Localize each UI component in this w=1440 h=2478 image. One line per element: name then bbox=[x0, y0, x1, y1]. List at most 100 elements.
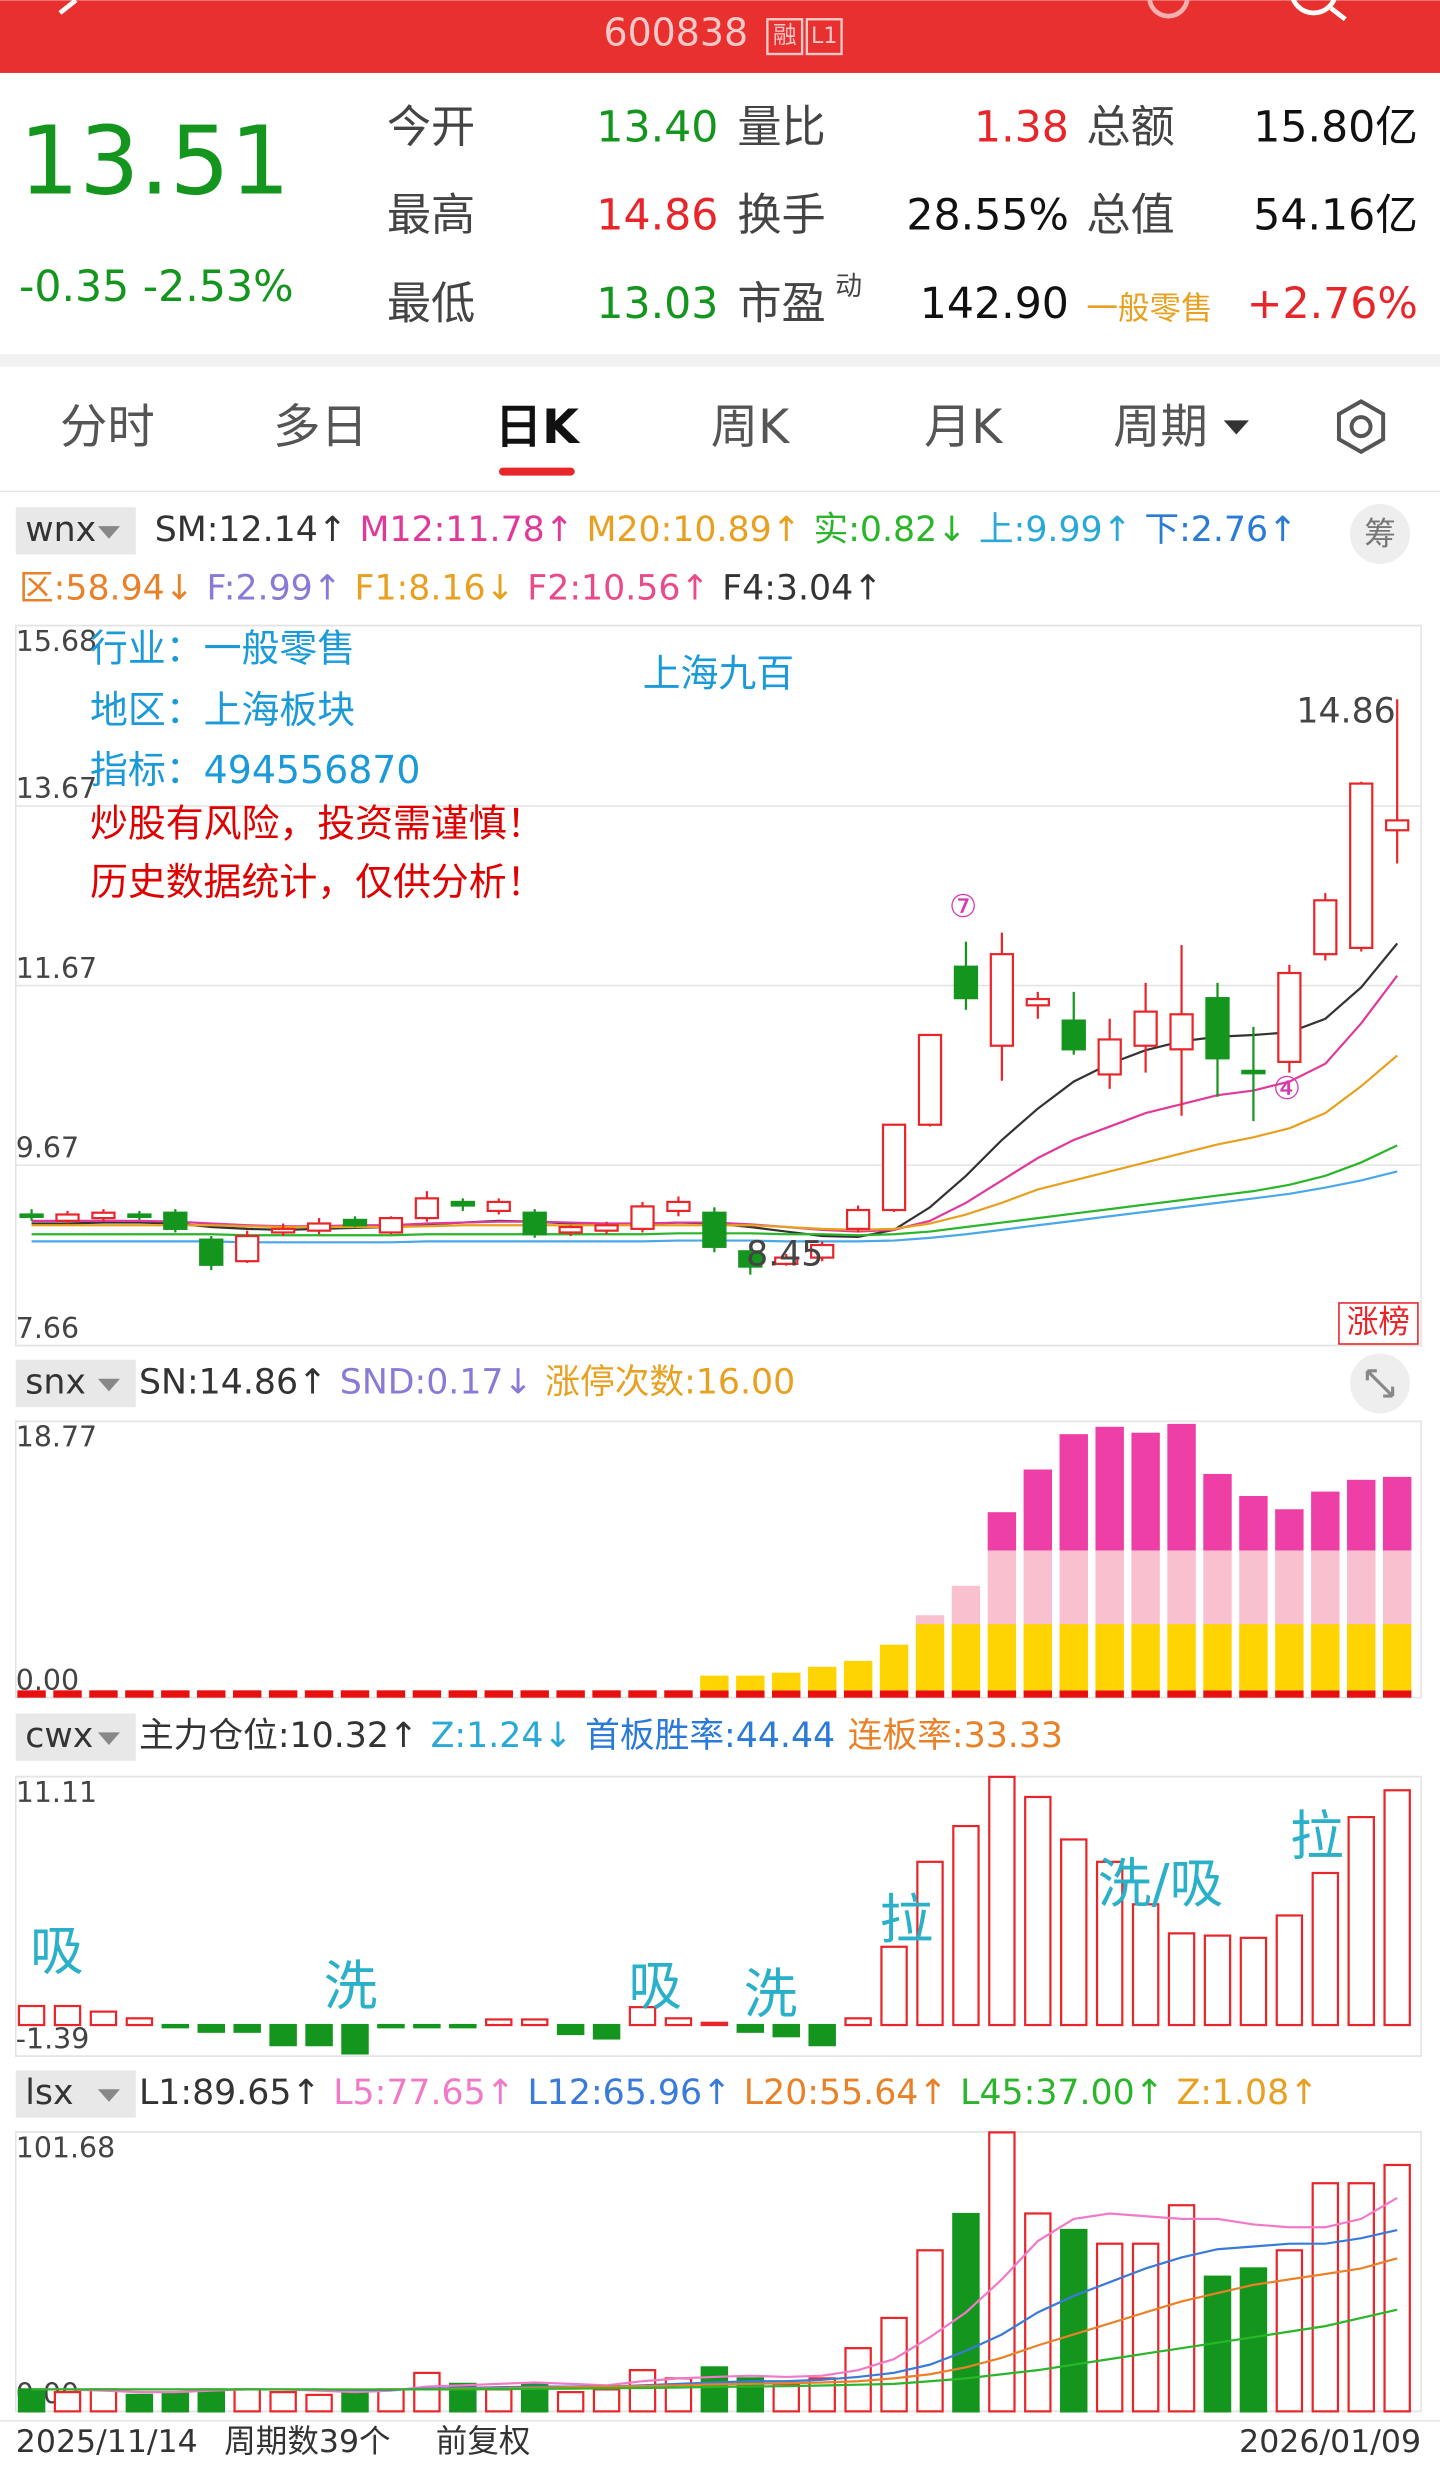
bar-segment bbox=[736, 1675, 765, 1691]
candle-body bbox=[1025, 997, 1050, 1007]
field-label: 今开 bbox=[387, 102, 475, 153]
legend-item: F:2.99↑ bbox=[206, 568, 341, 608]
bar-segment bbox=[268, 1690, 298, 1698]
bar bbox=[592, 2023, 621, 2040]
candle-body bbox=[1061, 1019, 1086, 1051]
volume-bar bbox=[772, 2382, 800, 2413]
candle-body bbox=[594, 1224, 619, 1232]
annotation: 拉 bbox=[1290, 1804, 1344, 1867]
price-change: -0.35 -2.53% bbox=[19, 262, 294, 312]
candle-body bbox=[1169, 1013, 1194, 1051]
bar bbox=[1383, 1789, 1411, 2027]
bar-segment bbox=[1023, 1469, 1053, 1551]
tab[interactable]: 月K bbox=[924, 400, 1004, 455]
bar-segment bbox=[1347, 1690, 1376, 1698]
volume-bar bbox=[592, 2388, 621, 2413]
annotation: 洗 bbox=[324, 1954, 378, 2017]
bar bbox=[53, 2004, 82, 2027]
annotation: 洗 bbox=[744, 1962, 798, 2025]
field-label: 最低 bbox=[387, 279, 475, 330]
indicator-name[interactable]: lsx bbox=[25, 2073, 73, 2113]
badge: 融 bbox=[773, 21, 797, 49]
bar-segment bbox=[807, 1690, 837, 1698]
alert-icon[interactable] bbox=[1147, 0, 1190, 19]
field-label: 市盈 bbox=[737, 279, 825, 330]
candle-body bbox=[666, 1200, 691, 1213]
bar-segment bbox=[772, 1690, 801, 1698]
candle-body bbox=[342, 1218, 368, 1227]
candle-body bbox=[989, 953, 1015, 1047]
bar bbox=[17, 2004, 46, 2027]
chip-button-label[interactable]: 筹 bbox=[1364, 517, 1396, 553]
candle-body bbox=[1385, 819, 1410, 832]
candle-body bbox=[306, 1222, 332, 1232]
bar bbox=[952, 1824, 980, 2027]
bar-segment bbox=[1131, 1432, 1160, 1551]
tab[interactable]: 周期 bbox=[1113, 400, 1208, 455]
candle-body bbox=[91, 1211, 116, 1220]
bar bbox=[700, 2021, 729, 2027]
tab[interactable]: 周K bbox=[711, 400, 791, 455]
volume-bar bbox=[377, 2388, 405, 2413]
bar-segment bbox=[556, 1690, 585, 1698]
indicator-name[interactable]: snx bbox=[25, 1362, 86, 1402]
y-tick-label: 9.67 bbox=[16, 1131, 79, 1164]
tab[interactable]: 分时 bbox=[60, 400, 155, 455]
volume-bar bbox=[17, 2388, 46, 2413]
bar bbox=[1347, 1815, 1375, 2027]
bar-segment bbox=[664, 1690, 693, 1698]
bar bbox=[413, 2023, 441, 2029]
bar bbox=[1311, 1871, 1340, 2027]
legend-item: L45:37.00↑ bbox=[960, 2073, 1164, 2113]
legend-item: F2:10.56↑ bbox=[527, 568, 709, 608]
bar bbox=[1131, 1903, 1160, 2027]
tab[interactable]: 日K bbox=[495, 400, 581, 455]
candle-body bbox=[163, 1211, 188, 1230]
back-icon[interactable] bbox=[58, 0, 78, 15]
badge: L1 bbox=[811, 23, 837, 49]
bar-segment bbox=[1203, 1624, 1232, 1691]
legend-item: F4:3.04↑ bbox=[722, 568, 882, 608]
bar-segment bbox=[1023, 1690, 1053, 1698]
tab[interactable]: 多日 bbox=[273, 400, 368, 455]
indicator-name[interactable]: wnx bbox=[25, 510, 96, 550]
search-icon[interactable] bbox=[1290, 0, 1337, 16]
volume-bar bbox=[1060, 2228, 1088, 2413]
volume-bar bbox=[233, 2388, 261, 2413]
settings-icon[interactable] bbox=[1336, 399, 1386, 455]
bar-segment bbox=[736, 1690, 765, 1698]
volume-average bbox=[31, 2308, 1398, 2391]
field-value: 28.55% bbox=[906, 191, 1069, 241]
chip-button[interactable] bbox=[1350, 504, 1410, 564]
legend-item: 涨停次数:16.00 bbox=[545, 1362, 795, 1402]
bar-segment bbox=[1347, 1479, 1376, 1551]
bar-segment bbox=[1167, 1423, 1196, 1551]
bar-segment bbox=[1347, 1624, 1376, 1691]
legend-item: SND:0.17↓ bbox=[340, 1362, 533, 1402]
bar-segment bbox=[592, 1690, 621, 1698]
bar-segment bbox=[1275, 1690, 1304, 1698]
divider bbox=[0, 354, 1440, 367]
top-bar bbox=[0, 0, 1440, 73]
volume-bar bbox=[628, 2369, 657, 2413]
bar-segment bbox=[1095, 1550, 1124, 1625]
bar bbox=[844, 2017, 872, 2027]
volume-bar bbox=[161, 2391, 190, 2413]
bar-segment bbox=[1382, 1476, 1412, 1551]
bar-segment bbox=[843, 1660, 873, 1691]
indicator-name[interactable]: cwx bbox=[25, 1716, 93, 1756]
bar-segment bbox=[987, 1550, 1017, 1625]
annotation: 历史数据统计，仅供分析！ bbox=[90, 860, 545, 904]
bar-segment bbox=[1059, 1624, 1088, 1691]
legend-item: 主力仓位:10.32↑ bbox=[139, 1716, 418, 1756]
adjust-mode: 前复权 bbox=[436, 2424, 531, 2460]
bar-segment bbox=[1275, 1624, 1304, 1691]
bar-segment bbox=[125, 1690, 154, 1698]
field-label: 一般零售 bbox=[1086, 291, 1212, 327]
candle-body bbox=[1133, 1010, 1158, 1047]
y-tick-label: -1.39 bbox=[16, 2022, 90, 2055]
annotation: 拉 bbox=[879, 1888, 933, 1951]
candle-body bbox=[1097, 1038, 1122, 1076]
field-label: 最高 bbox=[387, 190, 475, 241]
candle-body bbox=[953, 965, 979, 1000]
